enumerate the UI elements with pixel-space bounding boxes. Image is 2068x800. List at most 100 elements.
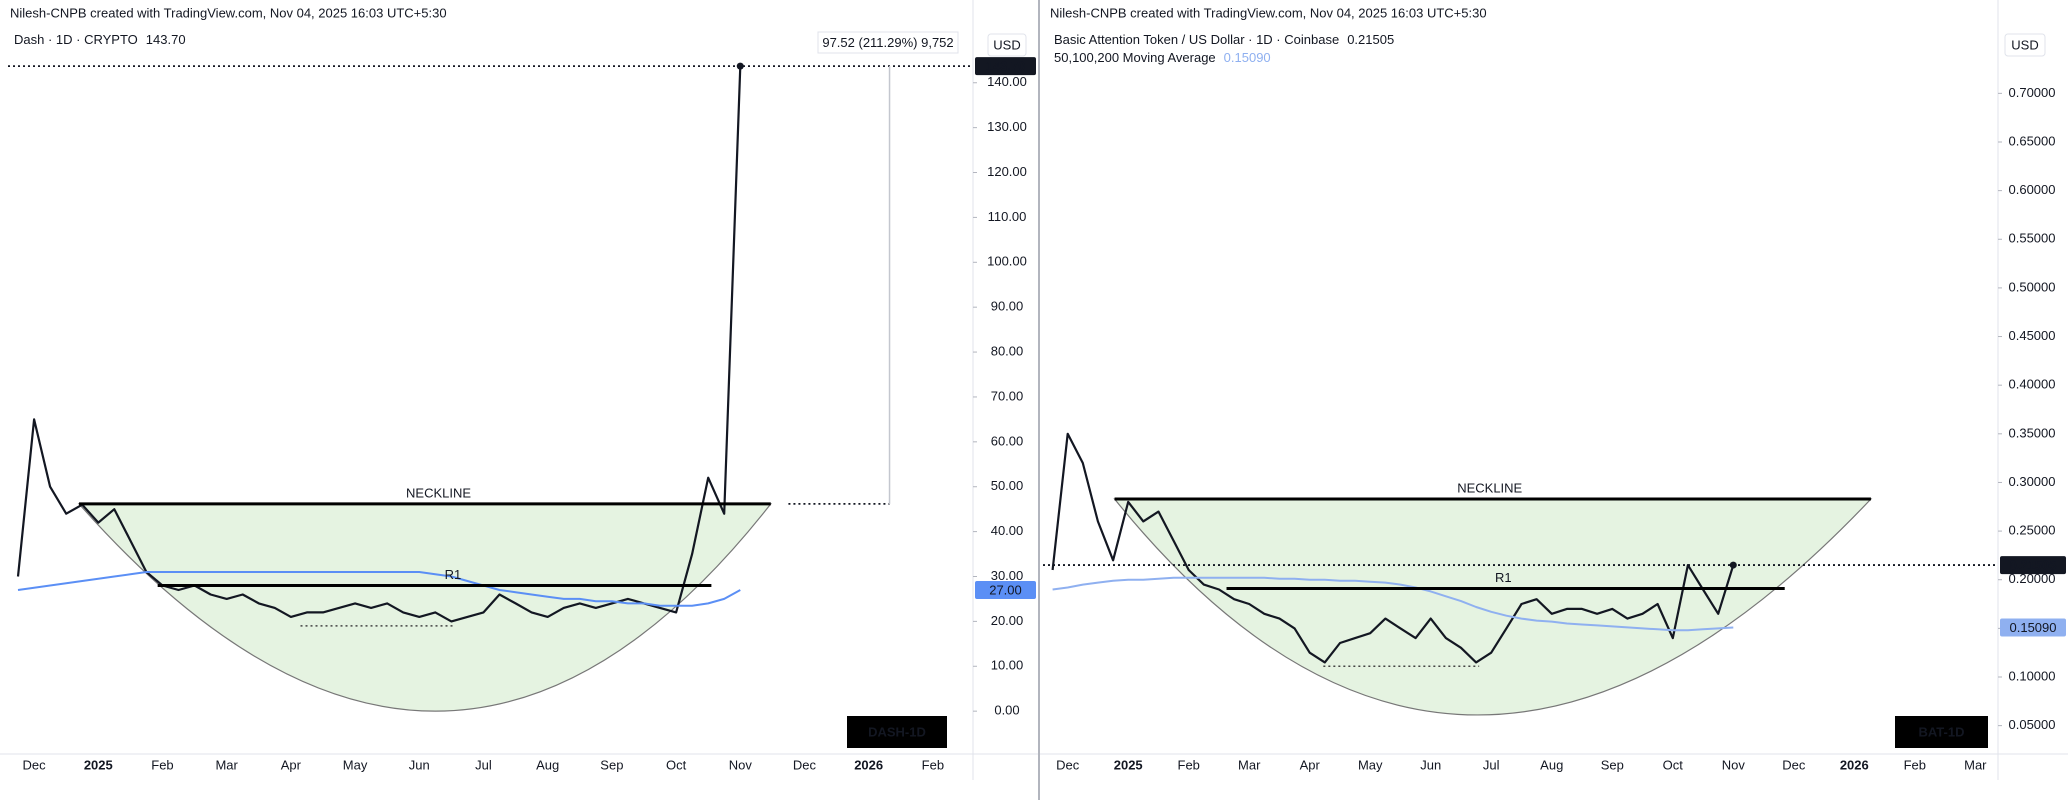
y-tick-label: 50.00 <box>991 478 1024 493</box>
x-tick-label: Sep <box>600 757 623 772</box>
x-tick-label: Aug <box>536 757 559 772</box>
chart-panel: Nilesh-CNPB created with TradingView.com… <box>1038 0 2068 800</box>
symbol-title: Dash · 1D · CRYPTO <box>14 32 138 47</box>
x-tick-label: Feb <box>1904 757 1926 772</box>
y-tick-label: 20.00 <box>991 613 1024 628</box>
moving-average-line <box>17 571 741 607</box>
x-tick-label: Dec <box>1782 757 1806 772</box>
x-tick-label: Mar <box>1964 757 1987 772</box>
x-tick-label: 2026 <box>1840 757 1869 772</box>
y-tick-label: 70.00 <box>991 388 1024 403</box>
x-tick-label: Jun <box>409 757 430 772</box>
y-tick-label: 130.00 <box>987 119 1027 134</box>
credit: Nilesh-CNPB created with TradingView.com… <box>10 5 447 20</box>
y-tick-label: 0.25000 <box>2009 523 2056 538</box>
y-tick-label: 0.00 <box>994 703 1019 718</box>
x-tick-label: May <box>1358 757 1383 772</box>
level-label: NECKLINE <box>406 485 471 500</box>
y-tick-label: 10.00 <box>991 658 1024 673</box>
symbol-header: Basic Attention Token / US Dollar · 1D ·… <box>1054 32 1394 47</box>
y-tick-label: 30.00 <box>991 568 1024 583</box>
y-tick-label: 140.00 <box>987 74 1027 89</box>
y-tick-label: 0.50000 <box>2009 279 2056 294</box>
y-tick-label: 60.00 <box>991 433 1024 448</box>
x-tick-label: Oct <box>1663 757 1684 772</box>
x-tick-label: Sep <box>1601 757 1624 772</box>
y-tick-label: 40.00 <box>991 523 1024 538</box>
y-tick-label: 0.35000 <box>2009 425 2056 440</box>
last-price-tag <box>975 57 1036 76</box>
y-tick-label: 0.65000 <box>2009 133 2056 148</box>
measure-box <box>817 31 959 54</box>
indicator-name: 50,100,200 Moving Average <box>1054 50 1216 65</box>
x-tick-label: Jul <box>475 757 492 772</box>
watermark-box <box>847 716 947 748</box>
y-tick-label: 0.40000 <box>2009 377 2056 392</box>
x-tick-label: Apr <box>1300 757 1321 772</box>
last-price-dot <box>1729 561 1737 569</box>
indicator-value: 0.15090 <box>1224 50 1271 65</box>
indicator-legend: 50,100,200 Moving Average 0.15090 <box>1054 50 1271 65</box>
x-tick-label: Mar <box>1238 757 1261 772</box>
x-tick-label: Nov <box>1722 757 1746 772</box>
watermark: BAT-1D <box>1919 724 1965 739</box>
y-tick-label: 0.45000 <box>2009 328 2056 343</box>
ma-tag <box>975 580 1036 599</box>
y-tick-label: 90.00 <box>991 299 1024 314</box>
last-price-tag-label: 143.70 <box>986 59 1026 74</box>
x-tick-label: Dec <box>23 757 47 772</box>
currency-box <box>987 33 1027 57</box>
moving-average-line <box>1052 576 1734 632</box>
x-tick-label: Dec <box>1056 757 1080 772</box>
price-line <box>16 66 742 623</box>
last-price-tag <box>2000 556 2066 575</box>
currency-label: USD <box>2011 37 2038 52</box>
x-tick-label: Dec <box>793 757 817 772</box>
x-tick-label: May <box>343 757 368 772</box>
y-tick-label: 100.00 <box>987 254 1027 269</box>
y-tick-label: 110.00 <box>988 209 1027 224</box>
chart-panel: Nilesh-CNPB created with TradingView.com… <box>0 0 1038 780</box>
x-tick-label: Feb <box>922 757 944 772</box>
y-tick-label: 0.55000 <box>2009 231 2056 246</box>
level-label: R1 <box>445 567 462 582</box>
last-price-tag-label: 0.21505 <box>2010 558 2057 573</box>
x-tick-label: 2025 <box>84 757 113 772</box>
price-line <box>1051 432 1735 664</box>
x-tick-label: Mar <box>215 757 238 772</box>
x-tick-label: Aug <box>1540 757 1563 772</box>
x-tick-label: Jun <box>1420 757 1441 772</box>
ma-tag-label: 0.15090 <box>2010 620 2057 635</box>
header-last-price: 143.70 <box>146 32 186 47</box>
x-tick-label: Feb <box>151 757 173 772</box>
y-tick-label: 120.00 <box>987 164 1027 179</box>
last-price-dot <box>736 62 744 70</box>
y-tick-label: 0.20000 <box>2009 571 2056 586</box>
y-tick-label: 80.00 <box>991 344 1024 359</box>
currency-label: USD <box>993 37 1020 52</box>
x-tick-label: 2025 <box>1114 757 1143 772</box>
x-tick-label: Apr <box>281 757 302 772</box>
x-tick-label: 2026 <box>854 757 883 772</box>
x-tick-label: Oct <box>666 757 687 772</box>
watermark: DASH-1D <box>868 724 926 739</box>
x-tick-label: Jul <box>1483 757 1500 772</box>
y-tick-label: 0.60000 <box>2009 182 2056 197</box>
cup-pattern <box>77 503 773 712</box>
x-tick-label: Feb <box>1178 757 1200 772</box>
y-tick-label: 0.70000 <box>2009 85 2056 100</box>
header-last-price: 0.21505 <box>1347 32 1394 47</box>
ma-tag-label: 27.00 <box>989 582 1022 597</box>
level-label: NECKLINE <box>1457 480 1522 495</box>
credit: Nilesh-CNPB created with TradingView.com… <box>1050 5 1487 20</box>
level-label: R1 <box>1495 570 1512 585</box>
y-tick-label: 0.10000 <box>2009 668 2056 683</box>
ma-tag <box>2000 618 2066 637</box>
y-tick-label: 0.05000 <box>2009 717 2056 732</box>
symbol-title: Basic Attention Token / US Dollar · 1D ·… <box>1054 32 1339 47</box>
y-tick-label: 0.30000 <box>2009 474 2056 489</box>
watermark-box <box>1895 716 1988 748</box>
